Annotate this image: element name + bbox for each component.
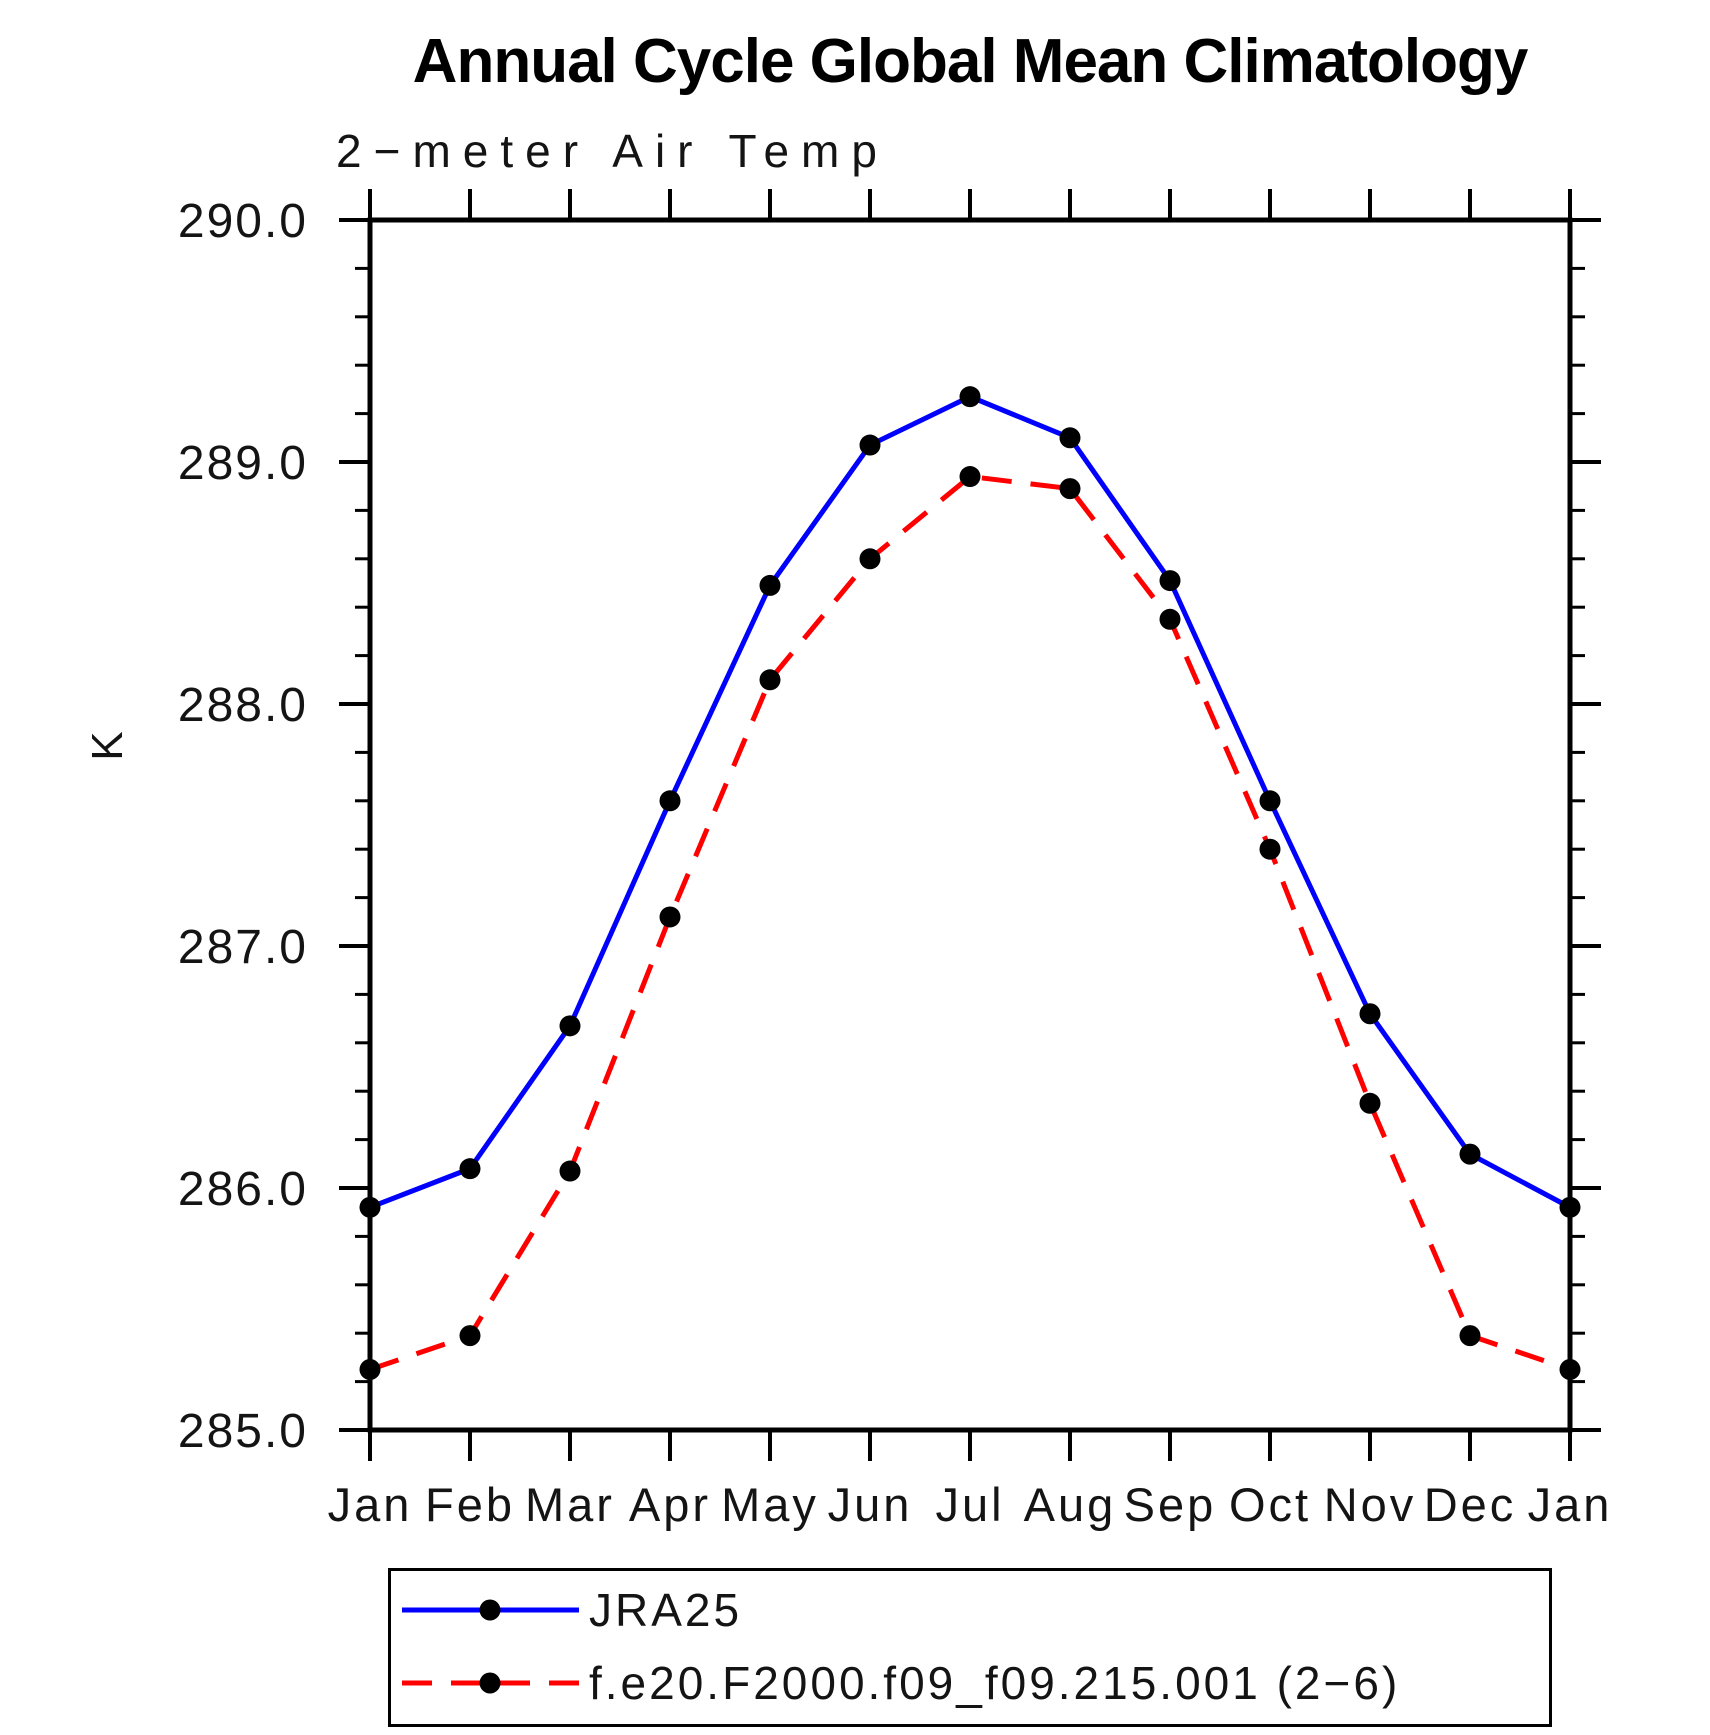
x-tick-label: Jan [328,1478,413,1531]
data-point-marker [1259,838,1281,860]
data-point-marker [359,1196,381,1218]
data-point-marker [1359,1092,1381,1114]
data-point-marker [1159,608,1181,630]
data-point-marker [1559,1196,1581,1218]
data-point-marker [459,1158,481,1180]
data-point-marker [1559,1359,1581,1380]
data-point-marker [459,1325,481,1347]
legend-marker-model [479,1672,501,1694]
legend-line-sample-model [402,1672,579,1694]
data-point-marker [559,1015,581,1037]
y-tick-label: 288.0 [178,679,308,732]
data-point-marker [359,1359,381,1380]
series-line-jra25 [369,393,1572,1210]
data-point-marker [859,434,881,456]
legend-label-model: f.e20.F2000.f09_f09.215.001 (2−6) [589,1657,1401,1709]
x-tick-label: Jan [1528,1478,1613,1531]
data-point-marker [1459,1143,1481,1165]
legend-marker-jra25 [479,1599,501,1621]
data-point-marker [559,1160,581,1182]
plot-box [367,217,1573,1433]
series-markers-model [359,466,1581,1380]
y-tick-label: 290.0 [178,195,308,248]
y-tick-label: 286.0 [178,1163,308,1216]
legend-item-jra25: JRA25 [398,1584,742,1636]
x-tick-label: Oct [1229,1478,1311,1531]
legend-label-jra25: JRA25 [589,1584,743,1636]
data-point-marker [1159,570,1181,592]
x-tick-label: Aug [1024,1478,1117,1531]
data-point-marker [1359,1003,1381,1025]
data-point-marker [1059,478,1081,500]
data-point-marker [759,669,781,691]
series-markers-jra25 [359,386,1581,1218]
data-point-marker [959,466,981,488]
y-tick-label: 289.0 [178,437,308,490]
data-point-marker [659,906,681,928]
chart-subtitle: 2−meter Air Temp [336,125,889,177]
y-tick-label: 287.0 [178,921,308,974]
x-tick-label: Apr [629,1478,711,1531]
x-tick-label: Jul [935,1478,1004,1531]
x-tick-label: Dec [1424,1478,1517,1531]
data-point-marker [1459,1325,1481,1347]
data-point-marker [1059,427,1081,449]
data-point-marker [659,790,681,812]
legend-line-sample-jra25 [402,1599,579,1621]
legend: JRA25 f.e20.F2000.f09_f09.215.001 (2−6) [388,1568,1552,1727]
axis-ticks [339,189,1601,1461]
y-tick-label: 285.0 [178,1405,308,1458]
x-tick-label: Sep [1124,1478,1217,1531]
data-point-marker [959,386,981,408]
data-point-marker [859,548,881,570]
series-line-model [369,473,1571,1372]
x-tick-label: May [721,1478,819,1531]
x-tick-label: Mar [525,1478,615,1531]
data-point-marker [1259,790,1281,812]
data-point-marker [759,574,781,596]
x-tick-label: Feb [425,1478,515,1531]
legend-item-model: f.e20.F2000.f09_f09.215.001 (2−6) [398,1657,1400,1709]
x-tick-label: Jun [828,1478,913,1531]
chart-title: Annual Cycle Global Mean Climatology [412,27,1529,96]
x-tick-label: Nov [1324,1478,1417,1531]
